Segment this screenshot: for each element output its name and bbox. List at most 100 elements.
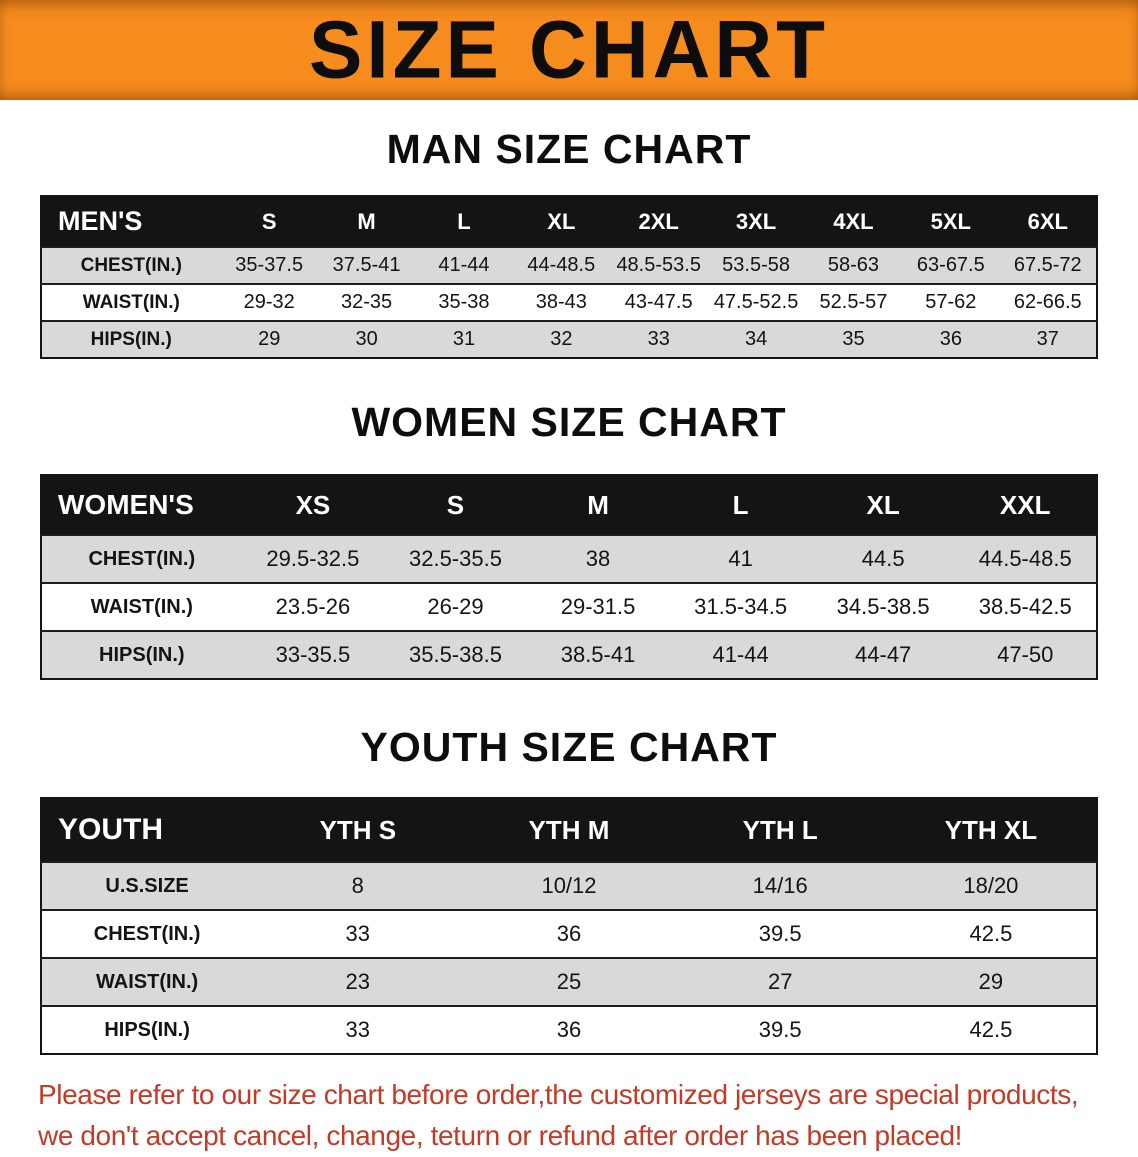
- row-label-cell: HIPS(IN.): [41, 630, 242, 680]
- table-row: CHEST(IN.) 29.5-32.5 32.5-35.5 38 41 44.5 44.5…: [41, 534, 1097, 584]
- value-cell: 23.5-26: [241, 582, 385, 632]
- row-label-cell: CHEST(IN.): [41, 534, 242, 584]
- value-cell: 32.5-35.5: [384, 534, 527, 584]
- table-title-cell: WOMEN'S: [41, 475, 242, 536]
- value-cell: 35-38: [415, 283, 513, 322]
- row-label-cell: U.S.SIZE: [41, 861, 253, 911]
- value-cell: 36: [902, 320, 1000, 359]
- value-cell: 29-32: [220, 283, 318, 322]
- table-row: HIPS(IN.) 33-35.5 35.5-38.5 38.5-41 41-44 44-…: [41, 630, 1097, 680]
- value-cell: 35.5-38.5: [384, 630, 527, 680]
- value-cell: 48.5-53.5: [610, 246, 708, 285]
- header-row: WOMEN'S XS S M L XL XXL: [41, 475, 1097, 536]
- size-header-cell: M: [317, 196, 416, 248]
- value-cell: 33: [610, 320, 708, 359]
- value-cell: 8: [252, 861, 464, 911]
- value-cell: 14/16: [674, 861, 886, 911]
- header-row: MEN'S S M L XL 2XL 3XL 4XL 5XL 6XL: [41, 196, 1097, 248]
- table-row: HIPS(IN.) 29 30 31 32 33 34 35 36 37: [41, 320, 1097, 359]
- value-cell: 35-37.5: [220, 246, 318, 285]
- size-header-cell: M: [526, 475, 670, 536]
- size-header-cell: XXL: [954, 475, 1097, 536]
- value-cell: 33: [252, 909, 464, 959]
- value-cell: 37: [999, 320, 1097, 359]
- disclaimer-line: we don't accept cancel, change, teturn o…: [38, 1120, 963, 1152]
- size-header-cell: 2XL: [610, 196, 708, 248]
- value-cell: 42.5: [885, 909, 1097, 959]
- table-row: CHEST(IN.) 35-37.5 37.5-41 41-44 44-48.5 48.5…: [41, 246, 1097, 285]
- table-row: WAIST(IN.) 23.5-26 26-29 29-31.5 31.5-34.5 34…: [41, 582, 1097, 632]
- value-cell: 31: [415, 320, 513, 359]
- banner-title: SIZE CHART: [309, 4, 829, 95]
- disclaimer-text: Please refer to our size chart before or…: [38, 1075, 1104, 1156]
- table-row: HIPS(IN.) 33 36 39.5 42.5: [41, 1005, 1097, 1055]
- value-cell: 38.5-42.5: [954, 582, 1097, 632]
- value-cell: 63-67.5: [902, 246, 1000, 285]
- value-cell: 35: [804, 320, 903, 359]
- value-cell: 38-43: [512, 283, 611, 322]
- size-header-cell: YTH XL: [885, 798, 1097, 863]
- size-header-cell: S: [384, 475, 527, 536]
- value-cell: 32: [512, 320, 611, 359]
- value-cell: 29: [220, 320, 318, 359]
- size-header-cell: L: [415, 196, 513, 248]
- row-label-cell: CHEST(IN.): [41, 246, 221, 285]
- youth-size-table: YOUTH YTH S YTH M YTH L YTH XL U.S.SIZE 8 10/12…: [40, 797, 1098, 1056]
- value-cell: 34: [707, 320, 805, 359]
- youth-size-chart-heading: YOUTH SIZE CHART: [360, 724, 778, 771]
- size-header-cell: YTH L: [674, 798, 886, 863]
- value-cell: 37.5-41: [317, 246, 416, 285]
- table-row: U.S.SIZE 8 10/12 14/16 18/20: [41, 861, 1097, 911]
- value-cell: 52.5-57: [804, 283, 903, 322]
- value-cell: 41-44: [415, 246, 513, 285]
- value-cell: 41-44: [669, 630, 812, 680]
- value-cell: 25: [463, 957, 675, 1007]
- value-cell: 29.5-32.5: [241, 534, 385, 584]
- value-cell: 38: [526, 534, 670, 584]
- value-cell: 58-63: [804, 246, 903, 285]
- value-cell: 39.5: [674, 909, 886, 959]
- value-cell: 41: [669, 534, 812, 584]
- value-cell: 62-66.5: [999, 283, 1097, 322]
- table-row: WAIST(IN.) 23 25 27 29: [41, 957, 1097, 1007]
- value-cell: 26-29: [384, 582, 527, 632]
- row-label-cell: WAIST(IN.): [41, 283, 221, 322]
- row-label-cell: CHEST(IN.): [41, 909, 253, 959]
- size-header-cell: XS: [241, 475, 385, 536]
- value-cell: 33-35.5: [241, 630, 385, 680]
- value-cell: 44-48.5: [512, 246, 611, 285]
- value-cell: 44-47: [811, 630, 955, 680]
- size-header-cell: XL: [512, 196, 611, 248]
- disclaimer-line: Please refer to our size chart before or…: [38, 1079, 1079, 1111]
- size-header-cell: 5XL: [902, 196, 1000, 248]
- value-cell: 43-47.5: [610, 283, 708, 322]
- value-cell: 47-50: [954, 630, 1097, 680]
- size-header-cell: XL: [811, 475, 955, 536]
- value-cell: 27: [674, 957, 886, 1007]
- women-size-table: WOMEN'S XS S M L XL XXL CHEST(IN.) 29.5-32.5 32.5…: [40, 474, 1098, 681]
- size-chart-banner: SIZE CHART: [0, 0, 1138, 100]
- value-cell: 29: [885, 957, 1097, 1007]
- value-cell: 53.5-58: [707, 246, 805, 285]
- value-cell: 44.5: [811, 534, 955, 584]
- value-cell: 47.5-52.5: [707, 283, 805, 322]
- row-label-cell: WAIST(IN.): [41, 957, 253, 1007]
- size-header-cell: YTH S: [252, 798, 464, 863]
- value-cell: 39.5: [674, 1005, 886, 1055]
- size-header-cell: S: [220, 196, 318, 248]
- size-header-cell: 3XL: [707, 196, 805, 248]
- table-title-cell: YOUTH: [41, 798, 253, 863]
- row-label-cell: WAIST(IN.): [41, 582, 242, 632]
- women-size-chart-heading: WOMEN SIZE CHART: [351, 399, 787, 446]
- value-cell: 33: [252, 1005, 464, 1055]
- header-row: YOUTH YTH S YTH M YTH L YTH XL: [41, 798, 1097, 863]
- value-cell: 67.5-72: [999, 246, 1097, 285]
- row-label-cell: HIPS(IN.): [41, 320, 221, 359]
- men-size-table: MEN'S S M L XL 2XL 3XL 4XL 5XL 6XL CHEST(IN.) 35-37…: [40, 195, 1098, 360]
- value-cell: 57-62: [902, 283, 1000, 322]
- value-cell: 42.5: [885, 1005, 1097, 1055]
- man-size-chart-heading: MAN SIZE CHART: [386, 126, 752, 172]
- table-row: WAIST(IN.) 29-32 32-35 35-38 38-43 43-47.5 47.…: [41, 283, 1097, 322]
- size-header-cell: 6XL: [999, 196, 1097, 248]
- value-cell: 36: [463, 1005, 675, 1055]
